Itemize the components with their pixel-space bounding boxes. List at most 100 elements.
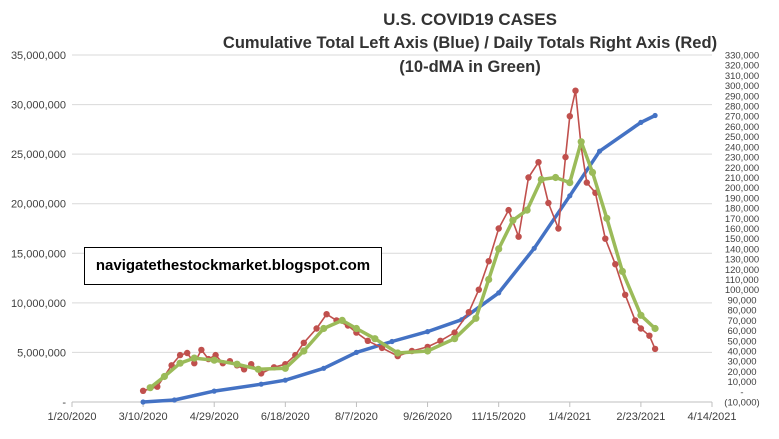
series-line-10-dma [149, 140, 657, 390]
data-point [638, 119, 644, 125]
y-right-tick-label: 300,000 [725, 81, 759, 92]
y-right-tick-label: 30,000 [727, 357, 756, 368]
data-point [282, 377, 288, 383]
data-point [475, 286, 482, 293]
data-point [191, 360, 198, 367]
y-right-tick-label: 60,000 [727, 326, 756, 337]
y-right-tick-label: 130,000 [725, 255, 759, 266]
y-right-tick-label: 260,000 [725, 122, 759, 133]
data-point [531, 245, 537, 251]
y-right-tick-label: 150,000 [725, 234, 759, 245]
y-right-tick-label: 290,000 [725, 91, 759, 102]
data-point [320, 324, 328, 333]
data-point [352, 324, 360, 333]
y-right-tick-label: 80,000 [727, 306, 756, 317]
y-right-tick-label: 40,000 [727, 346, 756, 357]
data-point [176, 351, 184, 359]
x-tick-label: 3/10/2020 [119, 411, 168, 423]
data-point [612, 261, 619, 268]
x-tick-label: 6/18/2020 [261, 411, 310, 423]
data-point [465, 309, 472, 316]
y-left-tick-label: 35,000,000 [11, 50, 66, 62]
y-left-tick-label: 20,000,000 [11, 199, 66, 211]
y-right-tick-label: (10,000) [724, 398, 759, 409]
series-line-daily-totals [142, 89, 656, 392]
data-point [160, 372, 168, 381]
y-left-tick-label: 25,000,000 [11, 149, 66, 161]
y-right-tick-label: 190,000 [725, 193, 759, 204]
data-point [495, 225, 502, 232]
data-point [300, 347, 308, 355]
data-point [577, 138, 585, 146]
data-point [451, 329, 458, 336]
data-point [451, 335, 459, 343]
data-point [646, 332, 653, 339]
y-left-tick-label: 15,000,000 [11, 248, 66, 260]
data-point [211, 388, 217, 394]
data-point [632, 317, 639, 324]
data-point [281, 364, 289, 372]
data-point [588, 168, 597, 176]
data-point [535, 159, 542, 166]
y-right-tick-label: 230,000 [725, 153, 759, 164]
y-right-tick-label: 70,000 [727, 316, 756, 327]
data-point [353, 349, 359, 355]
y-right-tick-label: 160,000 [725, 224, 759, 235]
data-point [190, 354, 198, 362]
data-point [523, 206, 531, 214]
chart-subtitle-2: (10-dMA in Green) [399, 58, 541, 76]
y-right-tick-label: 200,000 [725, 183, 759, 194]
data-point [176, 359, 184, 367]
x-tick-label: 11/15/2020 [472, 411, 526, 423]
data-point [254, 365, 262, 373]
data-point [602, 235, 609, 242]
y-left-tick-label: 30,000,000 [11, 100, 66, 112]
data-point [566, 113, 573, 120]
data-point [552, 173, 560, 182]
y-right-tick-label: 270,000 [725, 112, 759, 123]
y-right-tick-label: 250,000 [725, 132, 759, 143]
axes: - 5,000,000 10,000,000 15,000,000 20,000,000… [11, 50, 760, 423]
y-left-tick-label: - [62, 397, 66, 409]
data-point [139, 387, 147, 394]
data-point [171, 397, 177, 403]
y-right-tick-label: 210,000 [725, 173, 759, 184]
data-point [371, 335, 379, 343]
data-point [597, 148, 603, 154]
chart-subtitle-1: Cumulative Total Left Axis (Blue) / Dail… [222, 34, 718, 52]
data-point [567, 193, 573, 199]
data-point [652, 112, 658, 119]
blog-url-annotation: navigatethestockmarket.blogspot.com [84, 247, 382, 285]
y-right-tick-label: 320,000 [725, 61, 759, 72]
data-point [146, 384, 154, 392]
data-point [618, 267, 627, 275]
data-point [437, 337, 444, 344]
plot-area [139, 87, 659, 405]
y-right-tick-label: 180,000 [725, 204, 759, 215]
data-point [572, 87, 579, 94]
data-point [505, 206, 512, 214]
y-right-tick-label: 240,000 [725, 142, 759, 153]
x-tick-label: 1/20/2020 [48, 411, 97, 423]
data-point [338, 316, 346, 324]
x-tick-label: 2/23/2021 [616, 411, 665, 423]
data-point [583, 179, 590, 186]
data-point [603, 214, 611, 222]
data-point [198, 346, 205, 354]
data-point [555, 225, 562, 232]
data-point [313, 325, 320, 332]
y-right-tick-label: 50,000 [727, 336, 756, 347]
y-right-tick-label: 140,000 [725, 244, 759, 255]
y-right-tick-label: 110,000 [725, 275, 759, 286]
data-point [485, 275, 493, 284]
x-tick-label: 4/14/2021 [688, 411, 737, 423]
x-tick-label: 1/4/2021 [548, 411, 591, 423]
data-point [622, 291, 629, 298]
data-point [300, 339, 307, 346]
data-point [424, 347, 432, 355]
data-point [651, 345, 659, 353]
data-point [472, 314, 480, 322]
y-right-tick-label: 90,000 [727, 295, 756, 306]
